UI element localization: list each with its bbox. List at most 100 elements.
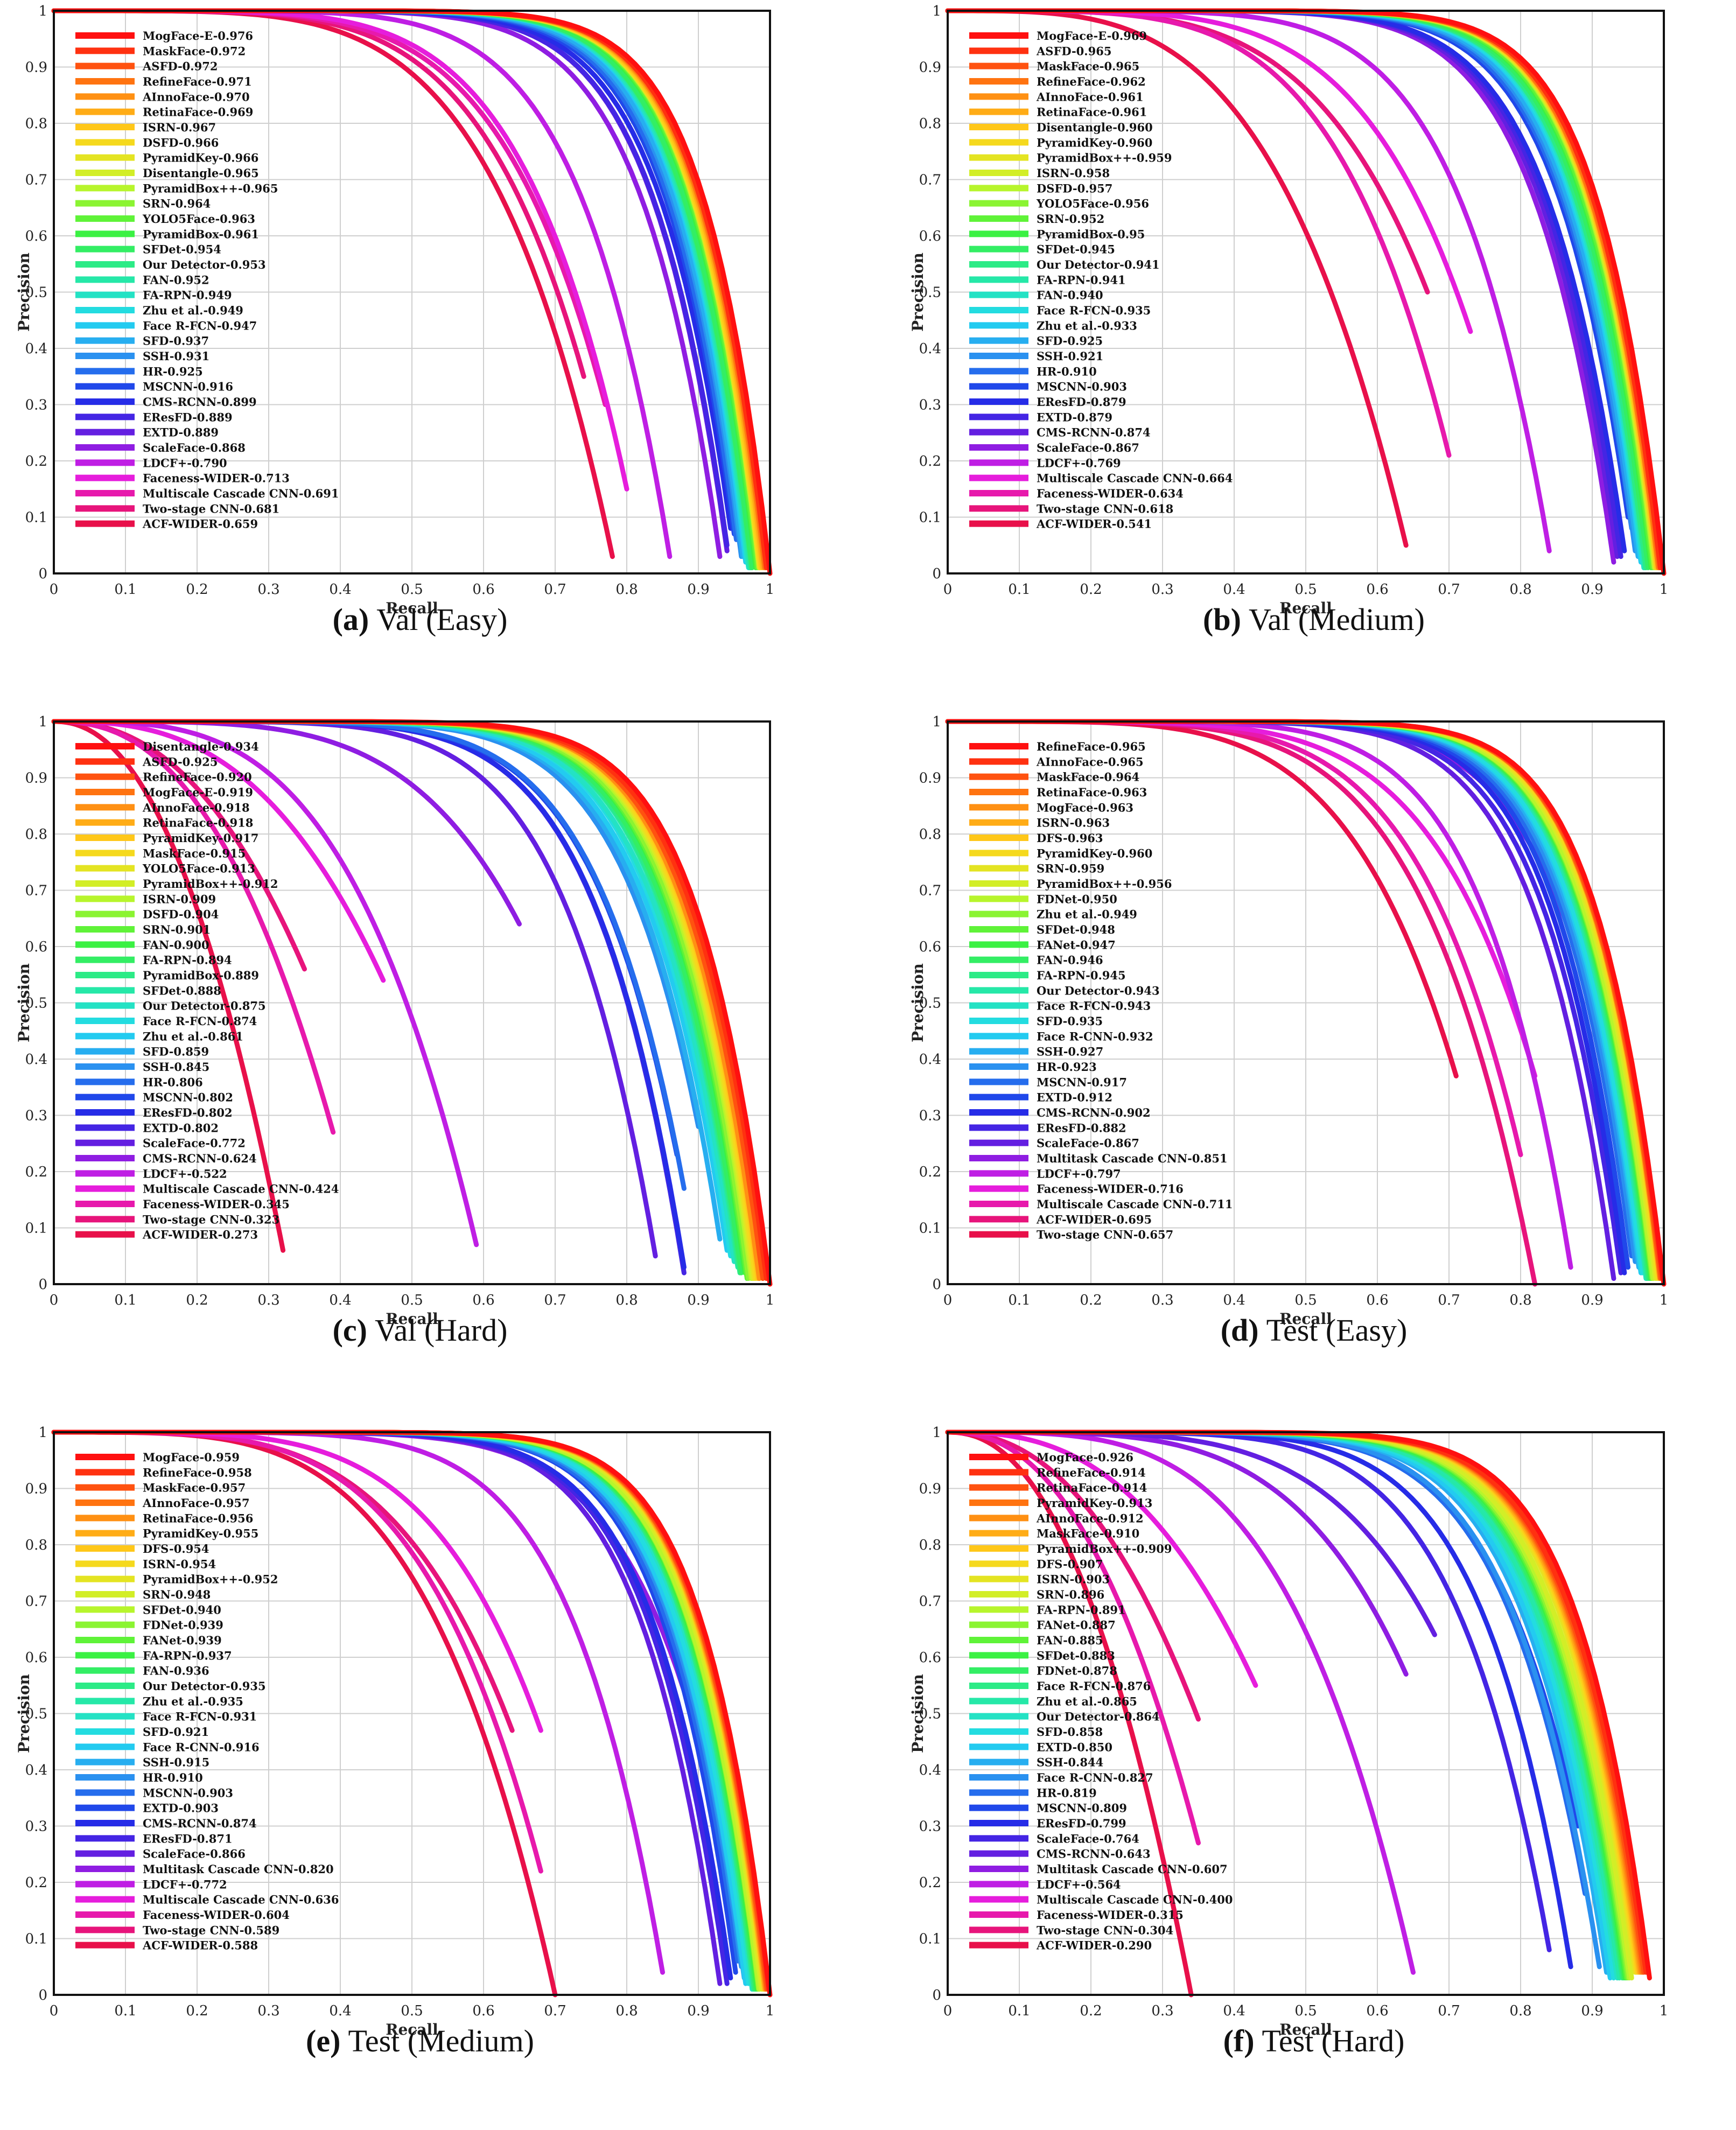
x-tick-label: 0	[50, 581, 59, 598]
legend-entry: FANet-0.947	[1037, 938, 1116, 951]
panel-name: Test (Easy)	[1266, 1312, 1408, 1348]
y-tick-label: 1	[932, 3, 941, 19]
legend-entry: Zhu et al.-0.865	[1037, 1694, 1137, 1708]
panel-name: Test (Hard)	[1262, 2023, 1405, 2058]
legend-entry: PyramidBox-0.95	[1037, 227, 1145, 241]
y-tick-label: 0.2	[919, 1875, 941, 1891]
legend-entry: RefineFace-0.958	[143, 1466, 252, 1479]
legend-entry: Faceness-WIDER-0.604	[143, 1908, 290, 1922]
x-tick-label: 0.4	[329, 2003, 351, 2019]
legend-entry: FA-RPN-0.945	[1037, 969, 1126, 982]
legend-entry: EResFD-0.799	[1037, 1817, 1126, 1830]
chart-panel-e: 0 0.1 0.2 0.3 0.4 0.5 0.6 0.7 0.8 0.9 1 0 0.1 0.2 0.3 0…	[15, 1421, 818, 2058]
x-axis-label: Recall	[386, 2021, 438, 2038]
legend-entry: DFS-0.963	[1037, 831, 1103, 845]
x-tick-label: 1	[766, 2003, 775, 2019]
y-tick-label: 1	[38, 1425, 47, 1441]
panel-caption: (b) Val (Medium)	[915, 601, 1712, 637]
legend-entry: SRN-0.964	[143, 197, 211, 211]
x-tick-label: 0.8	[615, 581, 638, 598]
x-tick-label: 0.7	[1438, 581, 1460, 598]
legend-entry: MogFace-E-0.919	[143, 786, 253, 799]
legend-entry: ScaleFace-0.867	[1037, 1137, 1139, 1150]
x-tick-label: 0.1	[114, 2003, 136, 2019]
legend-entry: SSH-0.927	[1037, 1045, 1103, 1059]
axes-frame	[947, 720, 1665, 1285]
legend-entry: FANet-0.939	[143, 1634, 222, 1647]
legend-entry: PyramidKey-0.913	[1037, 1496, 1152, 1510]
x-tick-label: 0.3	[257, 1292, 279, 1308]
y-tick-label: 0.8	[25, 1537, 47, 1553]
y-tick-label: 0.5	[919, 285, 941, 301]
legend-entry: YOLO5Face-0.913	[142, 862, 255, 875]
legend-entry: RefineFace-0.965	[1037, 740, 1146, 753]
x-axis-label: Recall	[1279, 1310, 1332, 1328]
legend-entry: AInnoFace-0.957	[142, 1496, 250, 1510]
legend-entry: MogFace-0.959	[143, 1451, 240, 1464]
x-tick-label: 0.4	[1223, 1292, 1245, 1308]
legend-entry: LDCF+-0.790	[143, 456, 227, 470]
y-tick-label: 0.6	[25, 939, 47, 955]
legend-entry: LDCF+-0.522	[143, 1167, 227, 1180]
legend-entry: ScaleFace-0.866	[143, 1847, 246, 1861]
legend-entry: MSCNN-0.903	[143, 1786, 233, 1799]
legend-entry: ACF-WIDER-0.290	[1036, 1939, 1152, 1952]
chart-panel-f: 0 0.1 0.2 0.3 0.4 0.5 0.6 0.7 0.8 0.9 1 0 0.1 0.2 0.3 0…	[909, 1421, 1712, 2058]
legend-entry: DSFD-0.966	[143, 136, 219, 149]
legend-entry: ACF-WIDER-0.659	[142, 517, 258, 531]
legend-entry: SFDet-0.940	[143, 1603, 221, 1616]
legend-entry: DSFD-0.957	[1037, 181, 1112, 195]
legend-entry: PyramidKey-0.917	[143, 831, 258, 845]
legend-entry: PyramidBox++-0.909	[1037, 1542, 1172, 1556]
x-tick-label: 0.1	[1008, 1292, 1030, 1308]
y-tick-label: 0.2	[25, 1164, 47, 1180]
legend-entry: FAN-0.936	[143, 1664, 209, 1678]
legend-entry: ScaleFace-0.868	[143, 441, 246, 454]
legend-entry: Multiscale Cascade CNN-0.424	[143, 1182, 339, 1196]
y-tick-label: 0.9	[919, 770, 941, 787]
chart-svg-f: 0 0.1 0.2 0.3 0.4 0.5 0.6 0.7 0.8 0.9 1 0 0.1 0.2 0.3 0…	[909, 1425, 1668, 2038]
legend-entry: ASFD-0.925	[142, 755, 218, 768]
legend-entry: ISRN-0.967	[143, 121, 216, 134]
legend-entry: SRN-0.901	[143, 923, 211, 936]
legend-entry: EXTD-0.802	[143, 1121, 219, 1134]
legend-entry: SFDet-0.888	[143, 984, 221, 997]
x-tick-label: 0.5	[1294, 2003, 1317, 2019]
y-tick-label: 0.3	[25, 397, 47, 414]
legend-entry: PyramidBox++-0.965	[143, 181, 278, 195]
y-tick-label: 0.4	[919, 341, 941, 357]
panel-name: Val (Medium)	[1248, 601, 1425, 637]
y-tick-label: 0.3	[25, 1819, 47, 1835]
y-tick-label: 0.3	[919, 1108, 941, 1124]
legend-entry: LDCF+-0.564	[1037, 1877, 1121, 1891]
y-tick-label: 0.6	[919, 228, 941, 244]
legend-entry: MogFace-0.963	[1037, 801, 1133, 814]
x-tick-label: 0.5	[1294, 581, 1317, 598]
panel-caption: (c) Val (Hard)	[22, 1313, 818, 1348]
chart-svg-d: 0 0.1 0.2 0.3 0.4 0.5 0.6 0.7 0.8 0.9 1 0 0.1 0.2 0.3 0…	[909, 714, 1668, 1328]
panel-tag: (e)	[306, 2023, 341, 2058]
y-tick-label: 0.6	[919, 939, 941, 955]
x-tick-label: 0.8	[615, 2003, 638, 2019]
x-axis-label: Recall	[1279, 599, 1332, 617]
series-line	[51, 719, 286, 1253]
y-axis-label: Precision	[909, 1674, 927, 1753]
legend-entry: HR-0.806	[143, 1075, 203, 1089]
x-tick-label: 0	[50, 2003, 59, 2019]
legend-entry: MSCNN-0.809	[1037, 1802, 1127, 1815]
legend-entry: RefineFace-0.962	[1037, 75, 1146, 88]
x-tick-label: 0.8	[1509, 2003, 1531, 2019]
legend-entry: EResFD-0.879	[1037, 395, 1126, 409]
y-tick-label: 0.8	[919, 826, 941, 843]
legend-entry: FA-RPN-0.949	[143, 289, 232, 302]
legend-entry: Two-stage CNN-0.657	[1037, 1228, 1173, 1242]
legend-entry: Zhu et al.-0.933	[1037, 319, 1137, 332]
legend-entry: DFS-0.954	[143, 1542, 209, 1556]
legend-entry: Our Detector-0.941	[1037, 258, 1160, 271]
legend-entry: Multiscale Cascade CNN-0.711	[1037, 1197, 1233, 1211]
x-tick-label: 0.1	[114, 581, 136, 598]
legend-entry: CMS-RCNN-0.874	[1037, 426, 1151, 439]
legend-entry: Disentangle-0.965	[143, 166, 259, 180]
legend-entry: MaskFace-0.972	[143, 44, 246, 58]
legend-entry: ASFD-0.972	[142, 60, 218, 73]
